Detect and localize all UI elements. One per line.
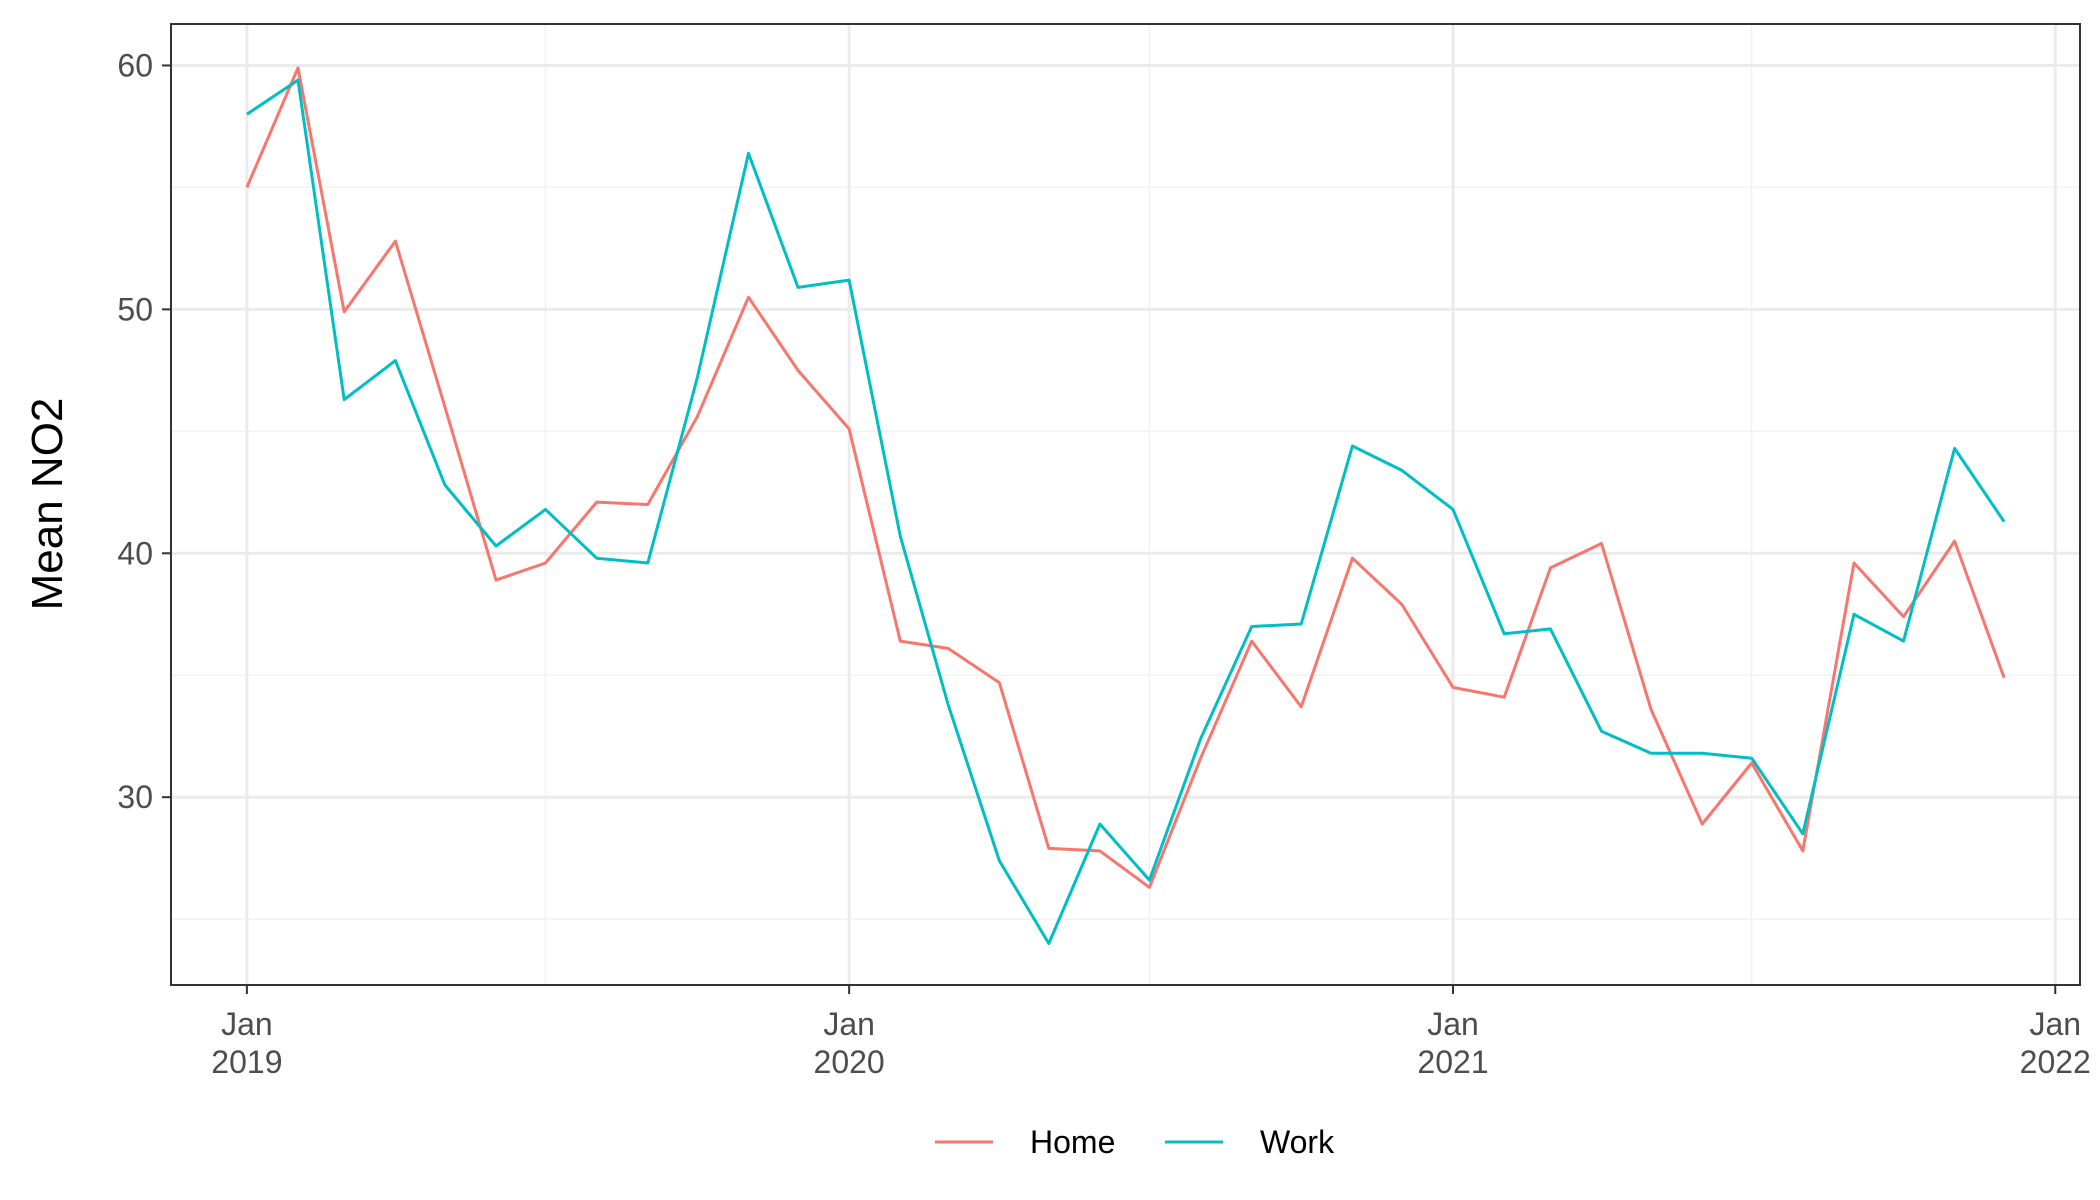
x-axis: Jan 2019 Jan 2020 Jan 2021 Jan 2022 xyxy=(211,985,2091,1080)
series-line-home xyxy=(245,66,2006,889)
y-tick-label: 40 xyxy=(117,535,153,571)
y-axis-title: Mean NO2 xyxy=(23,398,72,611)
y-tick-label: 50 xyxy=(117,291,153,327)
y-tick-label: 60 xyxy=(117,47,153,83)
x-tick-label: Jan 2020 xyxy=(814,1006,885,1080)
y-tick-label: 30 xyxy=(117,779,153,815)
legend-label: Work xyxy=(1260,1124,1335,1160)
plot-panel-background xyxy=(171,24,2080,985)
legend-item-work: Work xyxy=(1165,1124,1335,1160)
minor-gridlines xyxy=(171,24,2080,985)
series-lines xyxy=(245,66,2006,945)
plot-panel-border xyxy=(170,23,2081,986)
legend-item-home: Home xyxy=(935,1124,1115,1160)
x-tick-label: Jan 2022 xyxy=(2020,1006,2091,1080)
series-line-work xyxy=(246,78,2006,945)
legend-label: Home xyxy=(1030,1124,1115,1160)
x-tick-label: Jan 2019 xyxy=(211,1006,282,1080)
y-axis: 30 40 50 60 xyxy=(117,47,171,815)
x-tick-label: Jan 2021 xyxy=(1417,1006,1488,1080)
legend: Home Work xyxy=(935,1124,1335,1160)
